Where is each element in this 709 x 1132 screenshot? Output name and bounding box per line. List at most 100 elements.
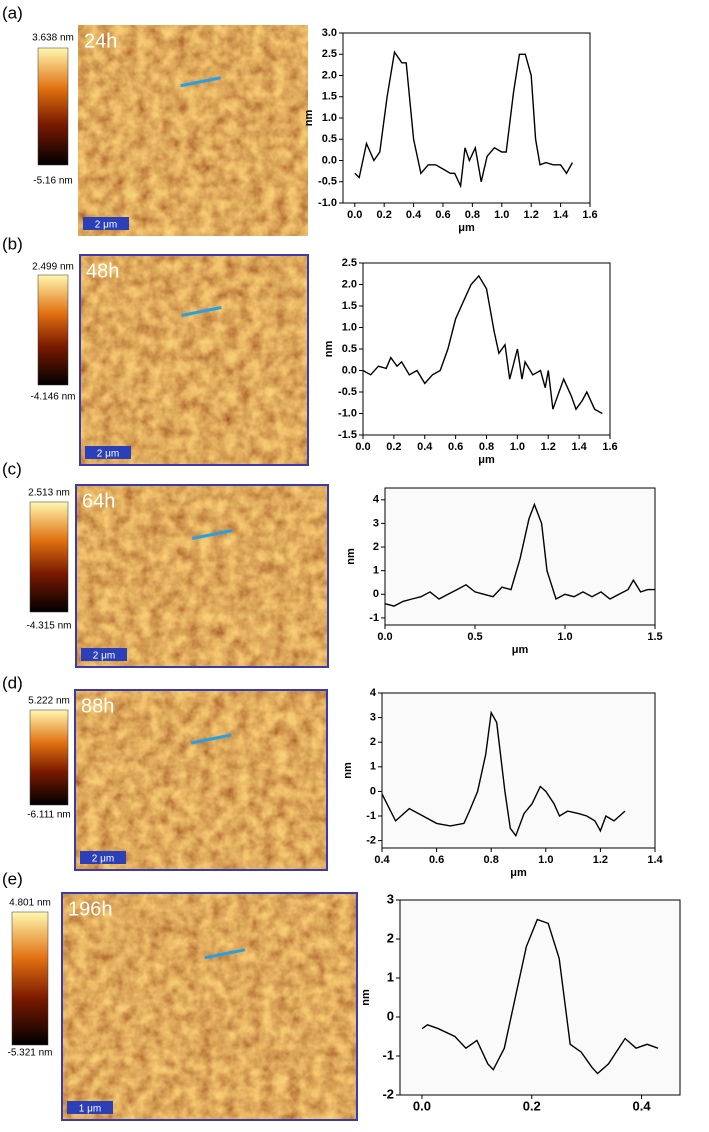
scale-bar-label: 2 μm: [95, 220, 117, 231]
y-tick-label: -0.5: [338, 386, 357, 398]
scale-bar: [83, 217, 129, 230]
y-tick-label: 0.0: [322, 154, 337, 166]
x-tick-label: 0.0: [347, 209, 362, 221]
y-tick-label: 4: [373, 494, 380, 506]
colorbar-min: -5.321 nm: [7, 1048, 52, 1059]
x-tick-label: 0.0: [377, 631, 392, 643]
y-tick-label: 1: [373, 565, 379, 577]
afm-texture: [76, 485, 328, 667]
panel-label: (b): [2, 234, 23, 253]
x-tick-label: 0.8: [479, 441, 494, 453]
y-tick-label: 0.0: [342, 364, 357, 376]
x-tick-label: 0.6: [429, 854, 444, 866]
image-frame: [61, 892, 358, 1121]
scale-bar-label: 2 μm: [92, 854, 114, 865]
afm-texture: [80, 255, 308, 465]
x-tick-label: 1.2: [541, 441, 556, 453]
scale-bar-label: 2 μm: [97, 449, 119, 460]
y-tick-label: 1.0: [322, 112, 337, 124]
colorbar: [29, 709, 69, 806]
x-tick-label: 1.0: [510, 441, 525, 453]
y-tick-label: 1.5: [342, 300, 357, 312]
y-tick-label: -1: [382, 1047, 394, 1062]
image-frame: [79, 254, 309, 466]
y-axis-label: nm: [342, 762, 354, 779]
y-tick-label: -2: [366, 835, 376, 847]
colorbar: [11, 911, 49, 1046]
time-label: 88h: [81, 695, 114, 717]
panel-label: (d): [2, 673, 23, 692]
image-frame: [74, 689, 328, 871]
y-tick-label: 3: [373, 517, 379, 529]
y-tick-label: 2.0: [322, 69, 337, 81]
x-axis-label: μm: [458, 222, 475, 234]
x-tick-label: 1.6: [582, 209, 597, 221]
colorbar-min: -6.111 nm: [27, 810, 71, 821]
x-tick-label: 0.4: [406, 209, 422, 221]
x-tick-label: 0.2: [377, 209, 392, 221]
x-tick-label: 0.0: [413, 1098, 431, 1113]
y-tick-label: 0: [370, 785, 376, 797]
colorbar: [37, 274, 69, 386]
x-tick-label: 1.2: [593, 854, 608, 866]
arrow: [191, 529, 233, 540]
plot-frame: [399, 899, 681, 1096]
scale-bar: [67, 1101, 113, 1114]
y-tick-label: 3: [387, 891, 394, 906]
y-tick-label: 2.5: [322, 48, 337, 60]
panel-label: (e): [2, 869, 23, 888]
profile-line: [354, 50, 574, 189]
x-tick-label: 0.4: [633, 1098, 652, 1113]
scale-bar-label: 1 μm: [79, 1104, 101, 1115]
scale-bar: [81, 648, 127, 661]
y-tick-label: 1: [387, 969, 394, 984]
profile-line: [384, 502, 655, 607]
colorbar: [29, 501, 69, 613]
y-axis-label: nm: [323, 341, 335, 358]
colorbar-min: -5.16 nm: [33, 176, 72, 187]
scale-bar: [85, 446, 131, 459]
image-frame: [75, 484, 329, 668]
profile-line: [421, 918, 659, 1075]
y-tick-label: 2: [387, 930, 394, 945]
scale-bar: [80, 851, 126, 864]
y-axis-label: nm: [303, 110, 315, 127]
x-axis-label: μm: [510, 867, 527, 879]
arrow: [181, 306, 222, 317]
y-tick-label: 2: [370, 736, 376, 748]
x-tick-label: 1.5: [647, 631, 662, 643]
colorbar-min: -4.146 nm: [30, 392, 75, 403]
colorbar-max: 5.222 nm: [28, 696, 70, 707]
y-tick-label: 1: [370, 761, 376, 773]
x-tick-label: 1.0: [557, 631, 572, 643]
x-tick-label: 1.6: [602, 441, 617, 453]
colorbar-max: 2.499 nm: [32, 262, 74, 273]
y-tick-label: 4: [370, 687, 377, 699]
y-tick-label: 3.0: [322, 27, 337, 39]
plot-frame: [381, 692, 656, 849]
time-label: 24h: [84, 30, 117, 52]
x-tick-label: 1.2: [524, 209, 539, 221]
x-tick-label: 1.4: [571, 441, 587, 453]
x-tick-label: 0.8: [484, 854, 499, 866]
y-tick-label: -1.5: [338, 429, 357, 441]
y-tick-label: -0.5: [318, 176, 337, 188]
colorbar: [37, 47, 69, 166]
panel-label: (c): [2, 459, 22, 478]
x-tick-label: 1.0: [538, 854, 553, 866]
x-tick-label: 1.4: [553, 209, 569, 221]
afm-texture: [78, 25, 308, 236]
y-tick-label: 2: [373, 541, 379, 553]
x-tick-label: 0.2: [386, 441, 401, 453]
profile-line: [362, 274, 603, 415]
y-tick-label: -2: [382, 1086, 394, 1101]
y-axis-label: nm: [360, 989, 372, 1006]
arrow: [190, 733, 232, 745]
x-tick-label: 0.8: [465, 209, 480, 221]
y-tick-label: 0: [387, 1008, 394, 1023]
x-tick-label: 0.0: [355, 441, 370, 453]
x-tick-label: 0.4: [417, 441, 433, 453]
y-tick-label: -1.0: [318, 197, 337, 209]
panel-label: (a): [2, 3, 23, 22]
